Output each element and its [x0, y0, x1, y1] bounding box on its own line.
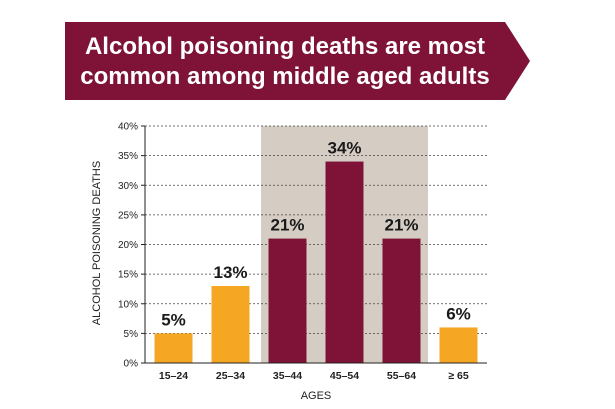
y-tick-label: 5% — [124, 329, 139, 340]
data-label: 21% — [270, 216, 304, 235]
x-tick-label: ≥ 65 — [448, 370, 469, 382]
x-tick-label: 35–44 — [273, 370, 302, 382]
chart-title-line-1: Alcohol poisoning deaths are most — [85, 33, 485, 60]
y-axis-title: ALCOHOL POISONING DEATHS — [91, 161, 103, 325]
y-tick-label: 20% — [118, 240, 138, 251]
bar-35–44 — [268, 238, 307, 363]
chart-title-line-2: common among middle aged adults — [80, 63, 489, 90]
bar-45–54 — [325, 161, 364, 363]
data-label: 34% — [327, 139, 361, 158]
banner-arrow-shape — [65, 22, 530, 100]
y-tick-label: 25% — [118, 210, 138, 221]
bar-≥ 65 — [439, 327, 478, 363]
y-tick-label: 15% — [118, 270, 138, 281]
data-label: 5% — [161, 310, 186, 329]
y-tick-label: 30% — [118, 181, 138, 192]
y-tick-label: 10% — [118, 299, 138, 310]
bar-25–34 — [211, 285, 250, 363]
data-label: 13% — [213, 263, 247, 282]
data-label: 6% — [446, 304, 471, 323]
x-tick-label: 55–64 — [387, 370, 416, 382]
y-tick-label: 40% — [118, 122, 138, 133]
bar-15–24 — [154, 333, 193, 363]
data-label: 21% — [384, 216, 418, 235]
x-tick-label: 45–54 — [330, 370, 359, 382]
y-tick-label: 35% — [118, 151, 138, 162]
y-tick-label: 0% — [124, 359, 139, 370]
x-tick-label: 25–34 — [216, 370, 245, 382]
x-axis-title: AGES — [301, 390, 332, 402]
x-tick-label: 15–24 — [159, 370, 188, 382]
title-banner: Alcohol poisoning deaths are most common… — [65, 22, 530, 100]
bar-55–64 — [382, 238, 421, 363]
